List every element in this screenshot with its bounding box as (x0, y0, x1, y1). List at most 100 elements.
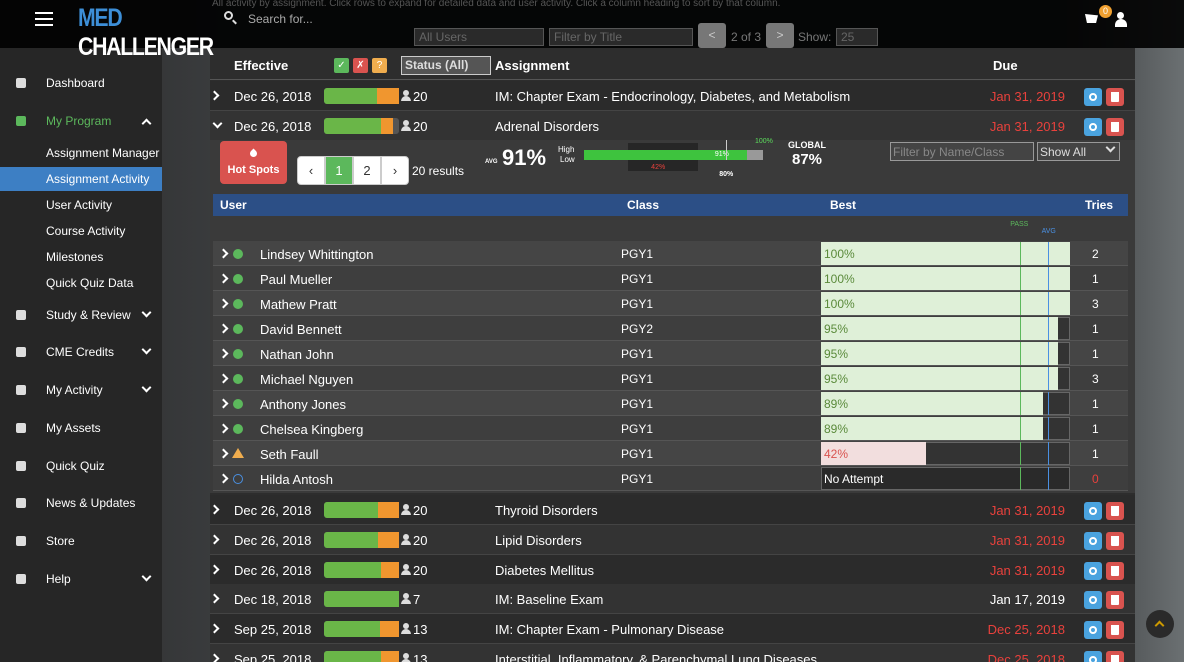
page-indicator: 2 of 3 (731, 30, 762, 44)
best-label: 89% (824, 397, 849, 411)
menu-button[interactable] (30, 6, 58, 32)
title-filter[interactable]: Filter by Title (549, 28, 693, 46)
user-class: PGY1 (621, 272, 654, 286)
sidebar-item[interactable]: My Program (46, 114, 112, 128)
user-icon (401, 659, 411, 662)
low-value: 42% (651, 164, 666, 171)
avg-line (1047, 467, 1049, 490)
progress-complete (324, 502, 378, 518)
progress-partial (379, 621, 399, 637)
user-icon (401, 510, 411, 515)
sidebar-item[interactable]: Quick Quiz (46, 459, 105, 473)
best-bar (821, 242, 1070, 265)
user-name: Lindsey Whittington (260, 247, 374, 262)
profile-icon[interactable] (1117, 12, 1124, 19)
delete-icon (1111, 625, 1119, 635)
submenu-item[interactable]: Assignment Activity (46, 172, 150, 186)
user-class: PGY1 (621, 247, 654, 261)
sidebar-icon (16, 385, 26, 395)
page-button[interactable]: ‹ (297, 156, 325, 185)
sidebar-item[interactable]: CME Credits (46, 345, 115, 359)
status-toggle[interactable]: ✗ (353, 58, 368, 73)
progress-complete (324, 88, 377, 104)
pass-line (1020, 392, 1022, 415)
pass-line (1020, 242, 1022, 265)
progress-partial (376, 88, 399, 104)
sidebar-item[interactable]: News & Updates (46, 496, 136, 510)
logo: MED CHALLENGER (78, 4, 214, 62)
best-bar (821, 317, 1058, 340)
settings-icon (1089, 123, 1097, 131)
next-button[interactable]: > (766, 23, 794, 48)
best-bar (821, 267, 1070, 290)
col-best[interactable]: Best (830, 198, 857, 212)
sidebar-item[interactable]: My Assets (46, 421, 101, 435)
status-toggle[interactable]: ✓ (334, 58, 349, 73)
sidebar-item[interactable]: Store (46, 534, 75, 548)
assignment-title: IM: Chapter Exam - Endocrinology, Diabet… (495, 89, 851, 104)
status-toggle[interactable]: ? (372, 58, 387, 73)
submenu-item[interactable]: Assignment Manager (46, 146, 160, 160)
pass-line (1020, 267, 1022, 290)
col-due[interactable]: Due (993, 58, 1018, 73)
logo-med: MED (78, 4, 123, 32)
page-button[interactable]: 2 (353, 156, 381, 185)
status-pass (233, 274, 243, 284)
status-pass (233, 399, 243, 409)
sidebar-item[interactable]: Dashboard (46, 76, 105, 90)
sidebar-item[interactable]: My Activity (46, 383, 103, 397)
col-user[interactable]: User (220, 198, 247, 212)
sidebar-item[interactable]: Help (46, 572, 71, 586)
avg-line (1047, 317, 1049, 340)
effective-date: Dec 18, 2018 (234, 592, 312, 607)
profile-icon (1115, 19, 1127, 27)
intro-text: All activity by assignment. Click rows t… (212, 0, 781, 9)
status-select[interactable]: Status (All) (401, 56, 491, 75)
progress-partial (381, 562, 399, 578)
effective-date: Dec 26, 2018 (234, 563, 312, 578)
best-bar (821, 417, 1043, 440)
effective-date: Dec 26, 2018 (234, 533, 312, 548)
sidebar-icon (16, 78, 26, 88)
hot-spots-button[interactable]: Hot Spots (220, 141, 287, 184)
prev-button[interactable]: < (698, 23, 726, 48)
due-date: Dec 25, 2018 (987, 622, 1065, 637)
name-filter[interactable]: Filter by Name/Class (890, 142, 1034, 161)
tries: 1 (1092, 447, 1099, 461)
show-select[interactable]: Show All (1037, 142, 1120, 161)
search-input[interactable]: Search for... (248, 12, 313, 26)
submenu-item[interactable]: User Activity (46, 198, 113, 212)
page-button[interactable]: › (381, 156, 409, 185)
status-pass (233, 249, 243, 259)
submenu-item[interactable]: Course Activity (46, 224, 126, 238)
best-empty (821, 467, 1070, 490)
delete-icon (1111, 595, 1119, 605)
col-tries[interactable]: Tries (1085, 198, 1114, 212)
submenu-item[interactable]: Milestones (46, 250, 104, 264)
cart-icon[interactable] (1085, 14, 1098, 23)
best-bar (821, 442, 926, 465)
user-icon (403, 504, 409, 510)
user-name: Nathan John (260, 347, 334, 362)
best-label: 100% (824, 297, 855, 311)
scroll-top-button[interactable] (1146, 610, 1174, 638)
pass-marker-label: PASS (1010, 221, 1029, 228)
sidebar-item[interactable]: Study & Review (46, 308, 131, 322)
submenu-item[interactable]: Quick Quiz Data (46, 276, 134, 290)
col-effective[interactable]: Effective (234, 58, 289, 73)
due-date: Jan 31, 2019 (989, 533, 1065, 548)
pass-line (1020, 467, 1022, 490)
user-icon (403, 120, 409, 126)
user-class: PGY1 (621, 372, 654, 386)
settings-icon (1089, 626, 1097, 634)
col-assignment[interactable]: Assignment (495, 58, 570, 73)
best-bar (821, 392, 1043, 415)
assignment-row[interactable] (210, 644, 1135, 662)
page-button[interactable]: 1 (325, 156, 353, 185)
user-filter[interactable]: All Users (414, 28, 544, 46)
best-bar (821, 292, 1070, 315)
col-class[interactable]: Class (627, 198, 660, 212)
best-bar (821, 342, 1058, 365)
page-size[interactable]: 25 (836, 28, 878, 46)
